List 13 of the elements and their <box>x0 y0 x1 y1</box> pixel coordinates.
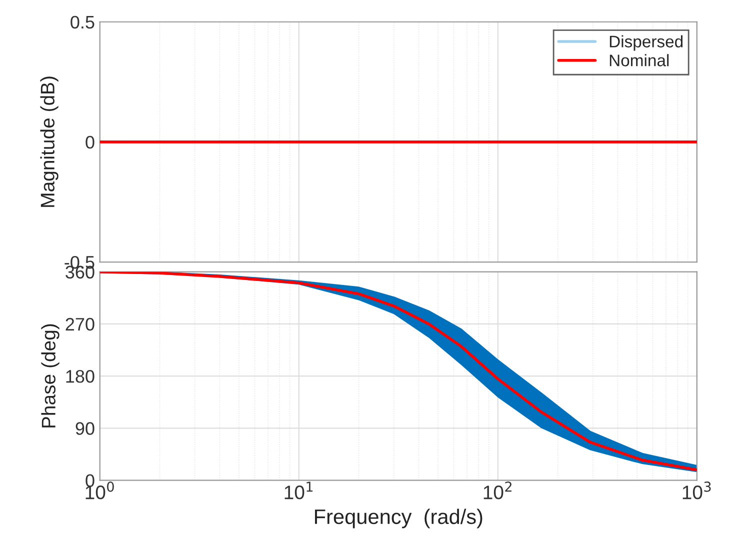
y-axis-title: Phase (deg) <box>41 324 60 428</box>
y-tick-label: 90 <box>76 422 94 435</box>
y-tick-label: 0.5 <box>70 16 94 29</box>
x-tick-label: 10$^{2}$ <box>484 482 512 500</box>
y-axis-title: Magnitude (dB) <box>40 76 58 207</box>
legend-label: Dispersed <box>610 35 683 51</box>
y-tick-label: 270 <box>66 318 94 331</box>
y-tick-label: 0 <box>86 136 94 149</box>
x-tick-label: 10$^{3}$ <box>682 482 711 500</box>
x-axis-title: Frequency (rad/s) <box>315 508 482 528</box>
y-tick-label: 180 <box>66 370 94 383</box>
x-tick-label: 10$^{1}$ <box>284 482 313 500</box>
legend-label: Nominal <box>610 54 669 66</box>
